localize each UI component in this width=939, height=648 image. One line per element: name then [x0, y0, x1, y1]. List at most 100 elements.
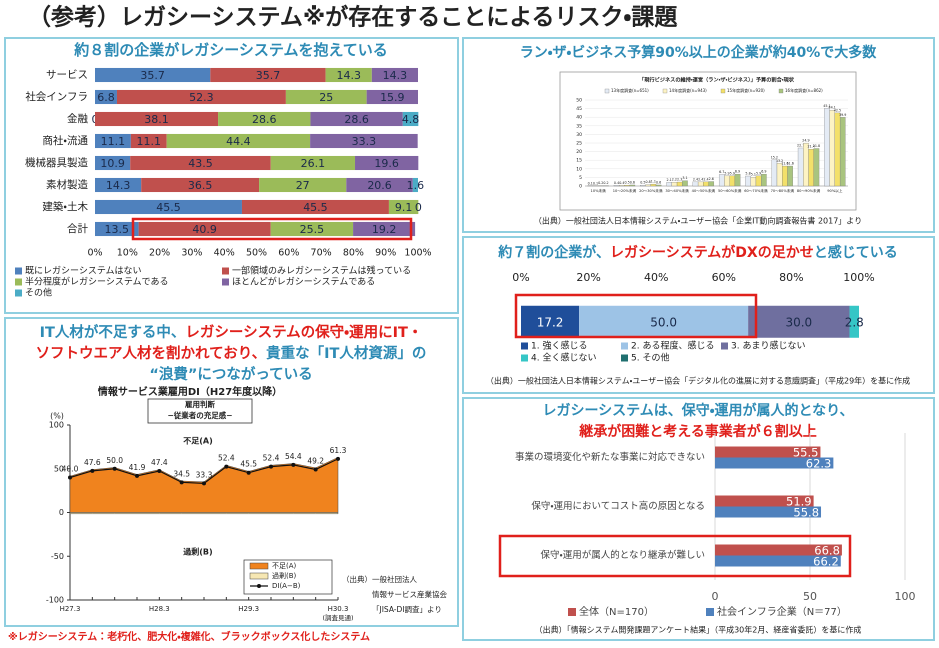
panel-heading: レガシーシステムは、保守・運用が属人的となり、 — [542, 402, 853, 419]
bar — [624, 184, 630, 187]
point — [179, 480, 184, 485]
legend-swatch — [15, 267, 22, 275]
source: 「JISA-DI調査」より — [372, 604, 442, 614]
y-tick-label: 40 — [576, 115, 582, 121]
data-label: 13.5 — [105, 223, 130, 236]
data-label: 22.1 — [797, 143, 804, 147]
data-label: 11.6 — [781, 162, 788, 166]
panel-heading: IT人材が不足する中、レガシーシステムの保守・運用にIT・ — [40, 323, 423, 341]
data-label: 42.5 — [834, 108, 841, 112]
data-label: 0.5 — [624, 181, 629, 185]
panel-heading: “浪費”につながっている — [149, 365, 312, 383]
area-label: 過剰(B) — [183, 547, 212, 557]
data-label: 1.6 — [407, 179, 425, 192]
bar-segment — [355, 155, 419, 171]
data-label: 52.4 — [218, 454, 235, 463]
point — [90, 468, 95, 473]
data-label: 2.3 — [677, 178, 682, 182]
data-label: 40.9 — [192, 223, 217, 236]
point — [224, 464, 229, 469]
data-label: 52.3 — [189, 91, 214, 104]
data-label: 0.4 — [614, 181, 619, 185]
data-label: 19.2 — [372, 223, 397, 236]
y-tick-label: 0 — [579, 184, 582, 190]
data-label: 49.2 — [307, 456, 324, 465]
heading-part: レガシーシステムがDXの足かせ — [610, 244, 814, 261]
highlight-box — [131, 217, 413, 241]
legend-label: 14年度調査(n=943) — [669, 87, 707, 93]
bar — [682, 180, 688, 187]
bar — [750, 177, 757, 187]
legend-label: 1. 強く感じる — [531, 340, 587, 352]
x-tick-label: 40% — [644, 271, 668, 284]
chart-title: 情報サービス業雇用DI（H27年度以降） — [98, 385, 282, 398]
bar-segment — [95, 67, 211, 83]
data-label: 0.6 — [630, 180, 635, 184]
data-label: 47.4 — [151, 458, 168, 467]
data-label: 50.0 — [650, 315, 677, 329]
x-tick-label: 10〜20%未満 — [613, 188, 637, 193]
bar-segment — [116, 89, 286, 105]
legend-label: DI(A−B) — [272, 582, 301, 590]
bar-segment — [218, 111, 311, 127]
point — [135, 473, 139, 478]
bar — [676, 181, 683, 187]
bar — [761, 173, 767, 187]
bar — [655, 184, 662, 187]
point — [291, 462, 296, 467]
x-tick-label: H28.3 — [149, 605, 170, 613]
point — [269, 464, 273, 469]
source: （出典）一般社団法人日本情報システム・ユーザー協会「デジタル化の進展に対する意識… — [486, 376, 910, 386]
bar-segment — [241, 199, 389, 215]
bar-segment — [353, 221, 416, 237]
heading-part: レガシーシステムの保守・運用にIT・ — [185, 323, 422, 341]
data-label: 21.8 — [813, 144, 820, 148]
legend-swatch — [706, 608, 714, 616]
heading-part: 継承が困難と考える事業者が６割以上 — [578, 423, 817, 440]
data-label: 0.8 — [645, 180, 650, 184]
source: 情報サービス産業協会 — [372, 589, 447, 599]
bar-segment — [95, 177, 142, 193]
data-label: 2.1 — [667, 178, 672, 182]
heading-part: “浪費”につながっている — [149, 365, 312, 383]
bar — [797, 147, 804, 187]
data-label: 5.9 — [730, 171, 735, 175]
data-label: 52.4 — [263, 454, 280, 463]
data-label: 0.5 — [640, 181, 645, 185]
legend-label: 社会インフラ企業（N＝77） — [717, 605, 847, 618]
bar — [734, 173, 741, 187]
y-tick-label: 10 — [576, 166, 582, 172]
category-label: 商社・流通 — [42, 134, 88, 147]
data-label: 40.0 — [62, 465, 79, 474]
data-label: 35.7 — [256, 69, 281, 82]
bar-segment — [259, 177, 347, 193]
bar — [803, 143, 809, 187]
data-label: 2.6 — [709, 177, 714, 181]
legend-label: 16年度調査(n=862) — [785, 87, 823, 93]
heading-part: レガシーシステムは、保守・運用が属人的となり、 — [542, 402, 853, 419]
x-tick-label: H29.3 — [238, 605, 259, 613]
data-label: 44.1 — [829, 106, 836, 110]
panel-heading: ラン・ザ・ビジネス予算90%以上の企業が約40%で大多数 — [520, 44, 878, 61]
bar — [839, 117, 846, 187]
data-label: 51.9 — [786, 495, 812, 509]
panel — [4, 37, 459, 314]
data-label: 0.6 — [656, 180, 661, 184]
data-label: 39.9 — [839, 113, 846, 117]
data-label: 2.8 — [845, 315, 864, 329]
bar — [718, 174, 725, 187]
legend-swatch — [249, 562, 269, 570]
data-label: 0.4 — [619, 181, 624, 185]
data-label: 10.9 — [100, 157, 125, 170]
data-label: 5.1 — [751, 173, 756, 177]
bar-segment — [130, 155, 271, 171]
data-label: 0.2 — [598, 181, 603, 185]
legend-swatch — [662, 88, 668, 94]
bar-segment — [270, 221, 354, 237]
y-tick-label: 50 — [54, 464, 64, 473]
data-label: 3.1 — [682, 176, 687, 180]
bar — [782, 165, 788, 187]
y-tick-label: 5 — [579, 175, 582, 181]
x-tick-label: 50% — [246, 248, 267, 259]
